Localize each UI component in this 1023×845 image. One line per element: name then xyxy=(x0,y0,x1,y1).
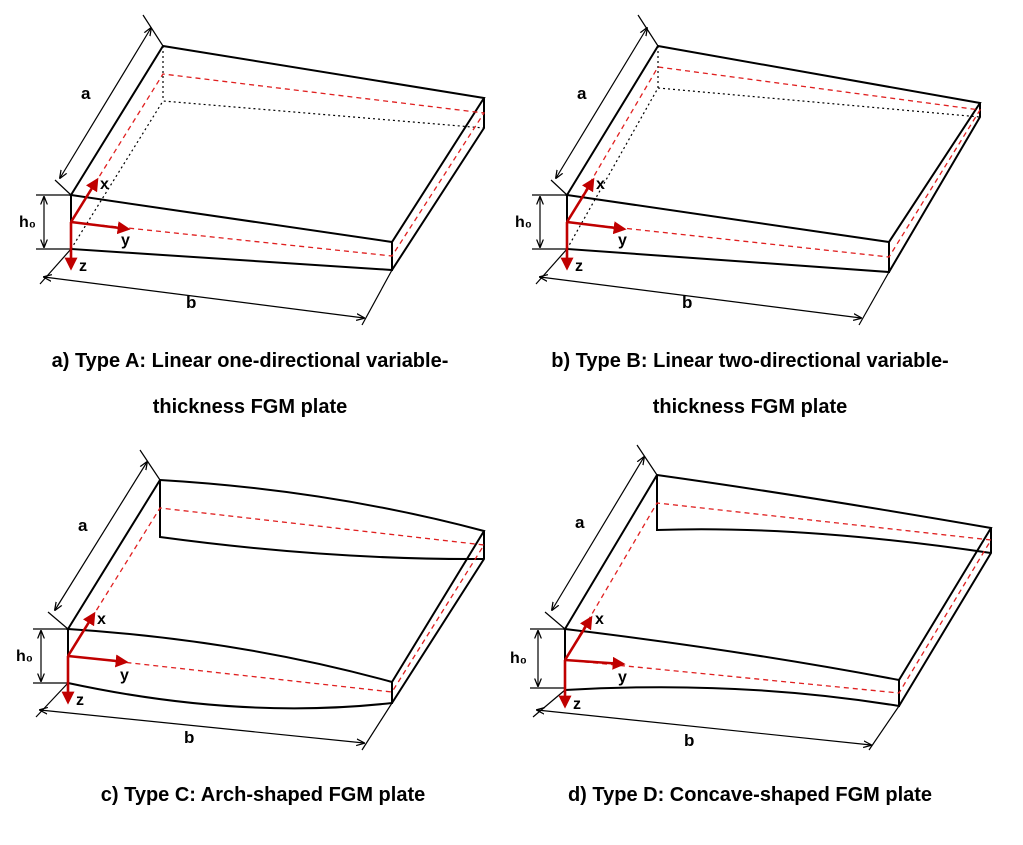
panel-b-label-a: a xyxy=(577,84,587,103)
panel-a-hidden-edges xyxy=(70,100,485,250)
panel-d-label-b: b xyxy=(684,731,694,750)
panel-d-label-a: a xyxy=(575,513,585,532)
panel-b-dimension-b xyxy=(540,277,861,318)
panel-d-label-y: y xyxy=(618,669,627,686)
panel-d-label-h0: h₀ xyxy=(510,650,527,667)
panel-d-caption: d) Type D: Concave-shaped FGM plate xyxy=(567,784,933,806)
panel-a-drawing xyxy=(36,14,486,326)
panel-a-top-face xyxy=(69,44,486,244)
panel-d-x-axis xyxy=(563,615,593,661)
panel-a-label-z: z xyxy=(79,258,87,275)
panel-c-label-b: b xyxy=(184,728,194,747)
panel-c-label-y: y xyxy=(120,667,129,684)
panel-b-right-face xyxy=(888,103,981,273)
panel-b-midplane xyxy=(565,66,982,258)
panel-d-top-face xyxy=(563,473,993,682)
panel-b-caption-line2: thickness FGM plate xyxy=(652,396,848,418)
panel-b-label-x: x xyxy=(596,176,605,193)
panel-b-caption-line1: b) Type B: Linear two-directional variab… xyxy=(551,350,949,372)
panel-b-x-axis xyxy=(565,177,595,223)
panel-a-dimension-a xyxy=(60,28,151,178)
panel-a-dimension-b xyxy=(44,277,364,318)
panel-a-label-x: x xyxy=(100,176,109,193)
panel-c-front-face xyxy=(67,629,393,710)
panel-b-front-face xyxy=(566,195,890,274)
panel-a-midplane xyxy=(69,73,486,257)
panel-c-top-face xyxy=(66,478,486,684)
panel-d-dimension-a xyxy=(552,457,644,610)
panel-c-label-z: z xyxy=(76,692,84,709)
panel-c-label-a: a xyxy=(78,516,88,535)
panel-d-back-face xyxy=(656,475,992,554)
panel-b-y-axis xyxy=(566,220,627,235)
panel-b-label-y: y xyxy=(618,232,627,249)
panel-b-label-b: b xyxy=(682,293,692,312)
panel-c-label-x: x xyxy=(97,611,106,628)
panel-d-y-axis xyxy=(564,656,626,670)
panel-b-dimension-a xyxy=(556,28,647,178)
panel-c-drawing xyxy=(33,449,486,751)
panel-c-dimension-a xyxy=(55,462,147,610)
panel-a-y-axis xyxy=(70,220,131,235)
panel-a-label-h0: h₀ xyxy=(19,214,36,231)
panel-b-label-z: z xyxy=(575,258,583,275)
panel-b-label-h0: h₀ xyxy=(515,214,532,231)
panel-c-y-axis xyxy=(67,654,129,668)
panel-d-label-x: x xyxy=(595,611,604,628)
panel-c-label-h0: h₀ xyxy=(16,648,33,665)
panel-d-front-face xyxy=(564,629,900,708)
panel-b-drawing xyxy=(532,14,982,326)
panel-a-front-face xyxy=(70,195,393,272)
panel-a-caption-line2: thickness FGM plate xyxy=(152,396,348,418)
panel-c-x-axis xyxy=(66,611,96,657)
panel-a-label-b: b xyxy=(186,293,196,312)
panel-d-drawing xyxy=(530,444,993,751)
panel-c-dimension-b xyxy=(40,710,364,743)
panel-c-caption: c) Type C: Arch-shaped FGM plate xyxy=(100,784,426,806)
panel-a-label-a: a xyxy=(81,84,91,103)
panel-c-midplane xyxy=(66,507,486,693)
panel-a-label-y: y xyxy=(121,232,130,249)
panel-a-caption-line1: a) Type A: Linear one-directional variab… xyxy=(51,350,449,372)
panel-c-back-face xyxy=(159,480,485,561)
panel-b-top-face xyxy=(565,44,982,244)
panel-d-dimension-b xyxy=(537,710,871,745)
panel-a-x-axis xyxy=(69,177,99,223)
panel-d-label-z: z xyxy=(573,696,581,713)
panel-c-right-face xyxy=(391,531,485,704)
panel-b-hidden-edges xyxy=(566,87,981,250)
